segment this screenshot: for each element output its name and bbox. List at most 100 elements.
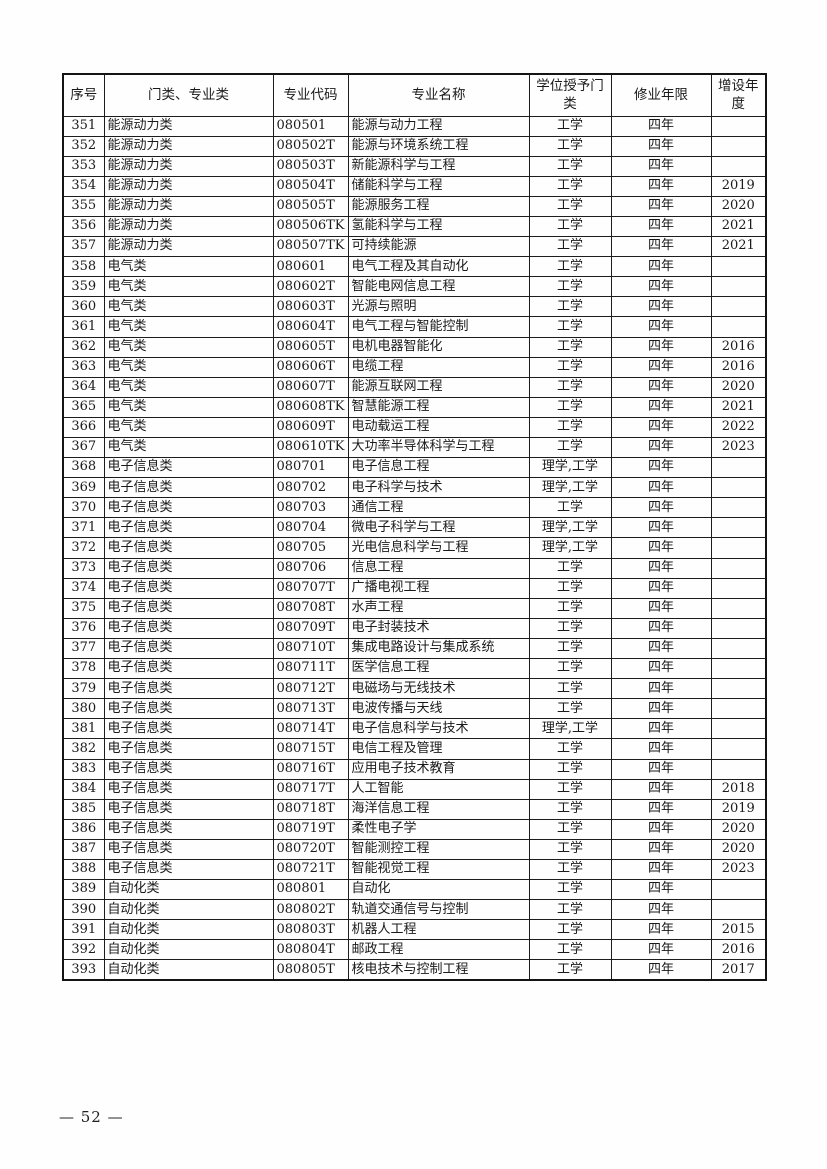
- table-cell: 能源动力类: [103, 155, 274, 177]
- table-cell: 四年: [610, 537, 712, 559]
- table-cell: [710, 899, 767, 921]
- table-cell: [710, 698, 767, 720]
- table-cell: 080708T: [272, 597, 349, 619]
- table-cell: 360: [62, 296, 105, 318]
- table-cell: 四年: [610, 698, 712, 720]
- table-cell: 电子信息类: [103, 517, 274, 539]
- table-row: 367 电气类 080610TK 大功率半导体科学与工程 工学 四年 2023: [62, 436, 767, 459]
- table-cell: 387: [62, 838, 105, 860]
- table-cell: 080608TK: [272, 396, 349, 418]
- table-row: 393 自动化类 080805T 核电技术与控制工程 工学 四年 2017: [62, 959, 767, 981]
- table-cell: 电磁场与无线技术: [347, 678, 530, 700]
- table-cell: 四年: [610, 376, 712, 398]
- table-cell: 386: [62, 818, 105, 840]
- table-cell: 集成电路设计与集成系统: [347, 637, 530, 660]
- table-cell: 四年: [610, 678, 712, 700]
- table-cell: 2019: [710, 798, 767, 820]
- table-cell: 080710T: [272, 637, 349, 660]
- table-row: 368 电子信息类 080701 电子信息工程 理学,工学 四年: [62, 457, 767, 479]
- table-cell: 电气类: [103, 356, 274, 378]
- table-cell: [710, 597, 767, 619]
- table-cell: 四年: [610, 557, 712, 579]
- table-cell: 080610TK: [272, 436, 349, 459]
- table-cell: 080707T: [272, 577, 349, 599]
- table-row: 354 能源动力类 080504T 储能科学与工程 工学 四年 2019: [62, 175, 767, 197]
- table-cell: 四年: [610, 858, 712, 881]
- table-cell: 电子信息类: [103, 557, 274, 579]
- table-row: 389 自动化类 080801 自动化 工学 四年: [62, 879, 767, 901]
- table-cell: 373: [62, 557, 105, 579]
- table-cell: 371: [62, 517, 105, 539]
- table-cell: 四年: [610, 296, 712, 318]
- table-cell: 电子信息类: [103, 718, 274, 740]
- table-cell: 电子科学与技术: [347, 477, 530, 499]
- table-cell: 四年: [610, 436, 712, 459]
- table-cell: 080609T: [272, 416, 349, 439]
- table-cell: 可持续能源: [347, 236, 530, 258]
- table-cell: 电子信息类: [103, 537, 274, 559]
- table-cell: 四年: [610, 497, 712, 519]
- table-cell: 389: [62, 879, 105, 901]
- table-cell: 361: [62, 316, 105, 338]
- table-cell: 能源动力类: [103, 236, 274, 258]
- table-row: 370 电子信息类 080703 通信工程 工学 四年: [62, 497, 767, 519]
- table-cell: 广播电视工程: [347, 577, 530, 599]
- table-cell: 工学: [528, 919, 612, 941]
- table-cell: 2022: [710, 416, 767, 439]
- table-cell: 工学: [528, 236, 612, 258]
- table-cell: 能源动力类: [103, 135, 274, 157]
- table-cell: [710, 577, 767, 599]
- table-cell: 四年: [610, 215, 712, 238]
- table-cell: 电气类: [103, 436, 274, 459]
- table-row: 381 电子信息类 080714T 电子信息科学与技术 理学,工学 四年: [62, 718, 767, 740]
- table-cell: 电子信息类: [103, 858, 274, 881]
- table-row: 387 电子信息类 080720T 智能测控工程 工学 四年 2020: [62, 838, 767, 860]
- table-cell: 080705: [272, 537, 349, 559]
- table-cell: 376: [62, 617, 105, 639]
- table-row: 386 电子信息类 080719T 柔性电子学 工学 四年 2020: [62, 818, 767, 840]
- table-cell: 电子信息类: [103, 477, 274, 499]
- table-cell: 自动化类: [103, 899, 274, 921]
- table-row: 356 能源动力类 080506TK 氢能科学与工程 工学 四年 2021: [62, 215, 767, 238]
- table-cell: 水声工程: [347, 597, 530, 619]
- table-row: 359 电气类 080602T 智能电网信息工程 工学 四年: [62, 276, 767, 298]
- table-cell: 080721T: [272, 858, 349, 881]
- table-cell: 工学: [528, 135, 612, 157]
- table-cell: 理学,工学: [528, 718, 612, 740]
- table-cell: 能源服务工程: [347, 195, 530, 217]
- table-cell: 工学: [528, 577, 612, 599]
- table-cell: [710, 658, 767, 680]
- table-cell: 351: [62, 115, 105, 137]
- table-cell: 362: [62, 336, 105, 358]
- table-cell: 自动化类: [103, 879, 274, 901]
- table-cell: 359: [62, 276, 105, 298]
- table-cell: 电缆工程: [347, 356, 530, 378]
- table-cell: 393: [62, 959, 105, 981]
- table-cell: 四年: [610, 236, 712, 258]
- table-cell: 电波传播与天线: [347, 698, 530, 720]
- table-cell: 四年: [610, 818, 712, 840]
- table-cell: 四年: [610, 276, 712, 298]
- table-cell: 080714T: [272, 718, 349, 740]
- table-cell: 光电信息科学与工程: [347, 537, 530, 559]
- table-cell: 2023: [710, 858, 767, 881]
- table-cell: [710, 256, 767, 278]
- table-cell: 354: [62, 175, 105, 197]
- table-cell: 080504T: [272, 175, 349, 197]
- table-cell: 氢能科学与工程: [347, 215, 530, 238]
- table-row: 355 能源动力类 080505T 能源服务工程 工学 四年 2020: [62, 195, 767, 217]
- table-cell: 四年: [610, 658, 712, 680]
- table-cell: 工学: [528, 497, 612, 519]
- table-cell: 电气类: [103, 256, 274, 278]
- page-number: — 52 —: [59, 1108, 124, 1126]
- table-row: 383 电子信息类 080716T 应用电子技术教育 工学 四年: [62, 758, 767, 780]
- table-cell: 四年: [610, 778, 712, 800]
- table-cell: [710, 497, 767, 519]
- table-cell: 080802T: [272, 899, 349, 921]
- table-cell: 工学: [528, 899, 612, 921]
- table-cell: [710, 517, 767, 539]
- table-cell: 信息工程: [347, 557, 530, 579]
- table-cell: 四年: [610, 135, 712, 157]
- table-cell: 电子信息类: [103, 597, 274, 619]
- table-cell: 080804T: [272, 939, 349, 961]
